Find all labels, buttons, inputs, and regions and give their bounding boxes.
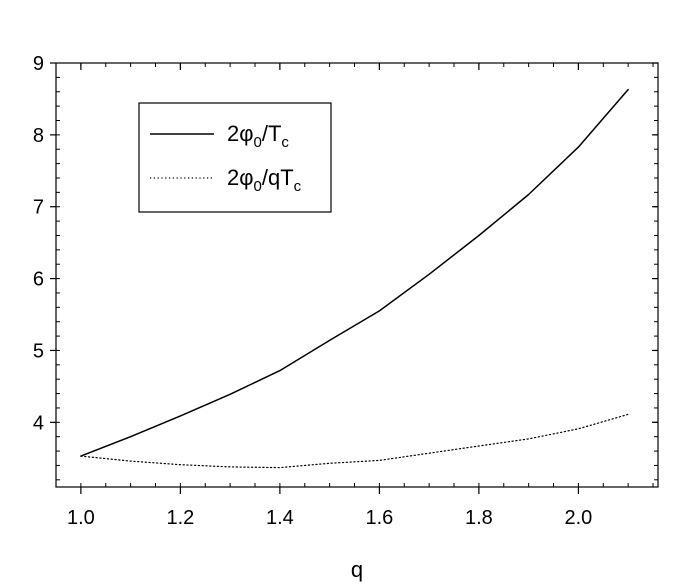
y-axis-ticks: 4 5 6 7 8 9 xyxy=(33,53,658,481)
legend-box xyxy=(138,102,332,213)
x-axis-ticks: 1.0 1.2 1.4 1.6 1.8 2.0 xyxy=(55,63,654,529)
legend-label: 2φ0/qTc xyxy=(227,165,302,195)
series-line-2phi0-over-qTc xyxy=(80,413,629,469)
x-tick-label: 1.6 xyxy=(365,507,393,529)
y-tick-label: 5 xyxy=(33,340,44,362)
x-tick-label: 1.8 xyxy=(465,507,493,529)
x-axis-label: q xyxy=(351,557,363,582)
x-tick-label: 1.4 xyxy=(266,507,294,529)
legend-label: 2φ0/Tc xyxy=(227,121,289,151)
y-tick-label: 8 xyxy=(33,125,44,147)
y-tick-label: 6 xyxy=(33,269,44,291)
y-tick-label: 7 xyxy=(33,197,44,219)
y-tick-label: 9 xyxy=(33,53,44,75)
plot-frame xyxy=(55,62,659,488)
series-line-2phi0-over-Tc xyxy=(80,88,629,457)
y-tick-label: 4 xyxy=(33,412,44,434)
x-tick-label: 1.2 xyxy=(166,507,194,529)
legend: 2φ0/Tc 2φ0/qTc xyxy=(138,102,332,213)
series-group xyxy=(80,88,629,469)
x-tick-label: 1.0 xyxy=(67,507,95,529)
x-tick-label: 2.0 xyxy=(564,507,592,529)
